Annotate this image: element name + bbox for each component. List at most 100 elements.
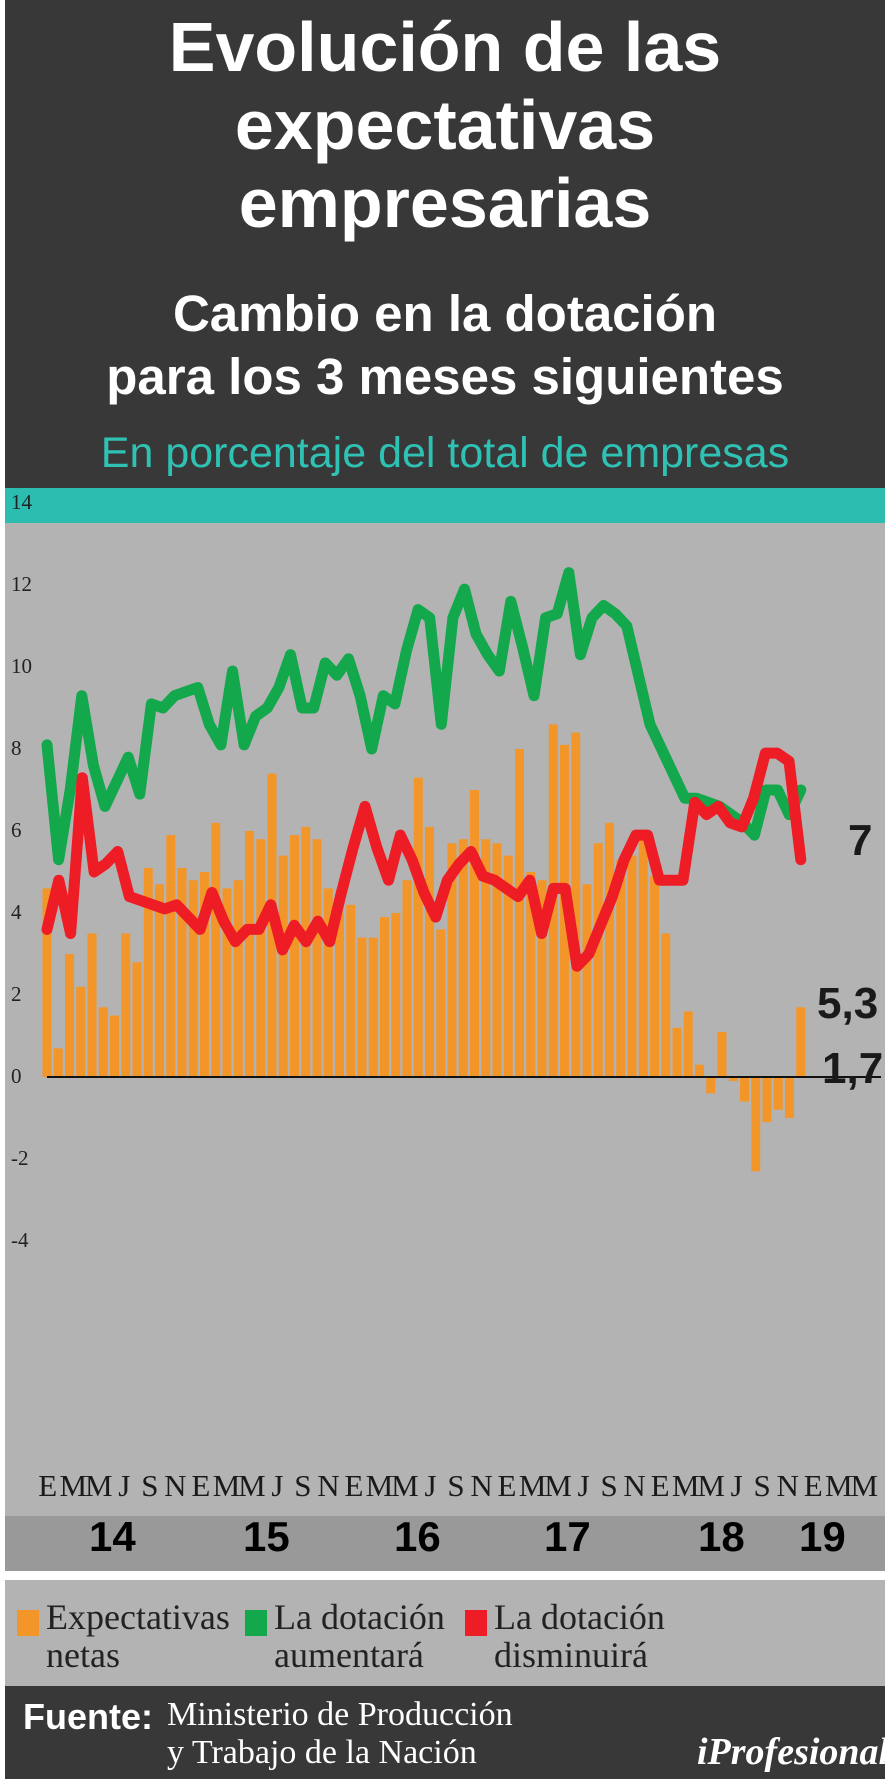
bar [402,880,412,1077]
month-label: N [317,1468,339,1503]
bar [245,831,254,1077]
bar [605,822,614,1077]
bar [200,872,209,1077]
bar [593,843,603,1077]
footer [5,1686,885,1779]
month-label: M [59,1468,87,1503]
month-label: E [344,1468,363,1503]
month-label: J [271,1468,283,1503]
month-label: S [141,1468,158,1503]
year-label: 17 [544,1513,591,1560]
bar [661,933,671,1077]
month-label: M [672,1468,700,1503]
y-tick-label: 14 [11,490,33,514]
bar [492,843,502,1077]
month-label: E [191,1468,210,1503]
month-label: N [623,1468,645,1503]
accent-divider [5,488,885,523]
bar [380,917,389,1077]
bar [458,839,468,1077]
year-label: 16 [394,1513,441,1560]
month-label: J [424,1468,436,1503]
legend [5,1580,885,1686]
dotted-divider [15,1576,875,1580]
bar [616,859,626,1077]
end-value-label: 7 [848,816,872,865]
month-label: S [447,1468,464,1503]
bar [740,1077,749,1102]
month-label: S [294,1468,311,1503]
bar [155,884,164,1077]
bar [706,1077,716,1094]
bar [211,822,221,1077]
legend-label-disminuira: La dotación disminuirá [494,1597,665,1675]
y-tick-label: 8 [11,736,22,760]
month-label: M [213,1468,241,1503]
month-label: N [777,1468,799,1503]
page-title: Evolución de las expectativas empresaria… [168,8,722,242]
bar [188,880,198,1077]
bar [638,831,648,1077]
bar [515,749,524,1077]
bar [335,913,344,1077]
bar [751,1077,761,1172]
bar [256,839,266,1077]
series-line-disminuira [41,747,807,972]
bar [650,876,659,1077]
month-label: J [118,1468,130,1503]
bar [762,1077,772,1123]
bar [346,904,356,1077]
bar [166,835,176,1077]
month-label: M [697,1468,725,1503]
year-label: 18 [698,1513,745,1560]
bar [278,855,288,1077]
month-label: M [366,1468,394,1503]
bar [627,855,637,1077]
bar [571,732,581,1077]
bar [110,1015,119,1077]
end-value-label: 1,7 [822,1044,883,1093]
month-label: N [164,1468,186,1503]
month-label: E [498,1468,517,1503]
month-label: M [519,1468,547,1503]
bar [413,777,423,1077]
bar [42,888,52,1077]
end-value-label: 5,3 [817,979,878,1028]
bar [728,1077,738,1082]
month-label: E [651,1468,670,1503]
bar [537,880,547,1077]
bar [290,835,299,1077]
y-tick-label: 6 [11,818,22,842]
month-label: J [731,1468,743,1503]
month-label: M [238,1468,266,1503]
y-tick-label: 10 [11,654,32,678]
legend-swatch-disminuira [465,1610,487,1636]
source-text: Ministerio de Producción y Trabajo de la… [167,1696,513,1771]
bar [312,839,322,1077]
bar [425,826,434,1077]
bar [683,1011,693,1077]
infographic: Evolución de las expectativas empresaria… [5,0,889,1779]
legend-swatch-expectativas [17,1610,39,1636]
bar [447,843,457,1077]
bar [323,888,333,1077]
month-label: M [544,1468,572,1503]
year-label: 14 [89,1513,136,1560]
bar [76,986,86,1077]
unit-caption: En porcentaje del total de empresas [100,429,790,477]
bar [222,888,232,1077]
bar [143,867,153,1077]
bar [773,1077,783,1110]
bar [436,929,446,1077]
month-label: S [754,1468,771,1503]
bar [233,880,243,1077]
year-label: 15 [243,1513,290,1560]
year-label: 19 [799,1513,846,1560]
y-tick-label: 2 [11,982,22,1006]
header-panel [5,0,885,488]
bar [87,933,97,1077]
y-tick-label: 12 [11,572,32,596]
bar [391,913,401,1077]
bar [481,839,491,1077]
